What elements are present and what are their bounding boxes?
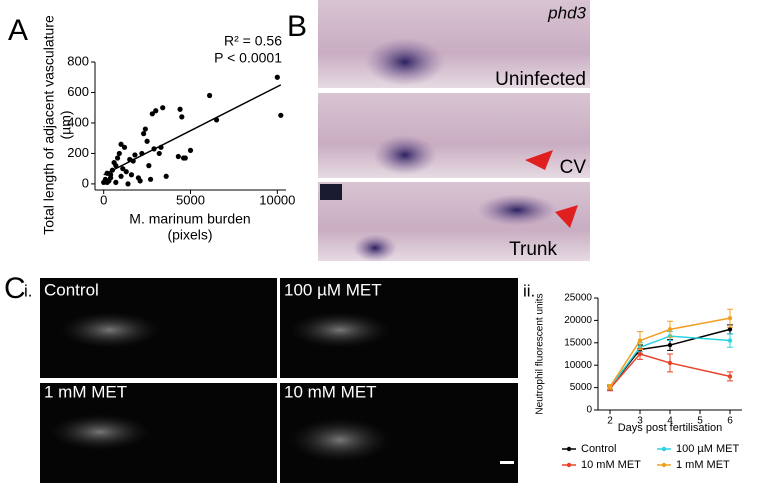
y-tick-label: 600 [67, 84, 89, 99]
point [116, 150, 122, 157]
point [177, 106, 183, 112]
fit-line [103, 84, 282, 176]
y-tick-label: 0 [586, 405, 592, 416]
y-tick-label: 5000 [570, 382, 593, 393]
point [637, 338, 643, 343]
point [207, 92, 213, 99]
x-tick-label: 4 [667, 416, 673, 427]
panel-label: ii. [523, 281, 535, 300]
panel-label: B [287, 10, 307, 43]
point [142, 126, 148, 132]
y-tick-label: 400 [67, 114, 89, 129]
point [727, 327, 733, 332]
annotation: R² = 0.56 [224, 33, 282, 49]
point [163, 173, 169, 179]
y-tick-label: 15000 [564, 337, 592, 348]
image-label: 1 mM MET [44, 382, 127, 401]
x-tick-label: 5000 [176, 192, 205, 207]
point [607, 384, 613, 389]
point [153, 108, 159, 114]
point [147, 176, 154, 182]
image-label: CV [560, 157, 587, 178]
image-label: Control [44, 280, 99, 299]
y-tick-label: 20000 [564, 315, 592, 326]
point [120, 166, 126, 172]
image-title: phd3 [547, 3, 586, 22]
point [113, 179, 119, 185]
y-tick-label: 10000 [564, 360, 592, 371]
point [137, 178, 143, 184]
x-tick-label: 0 [100, 192, 107, 207]
x-axis-label: Days post fertilisation [618, 422, 723, 434]
x-tick-label: 5 [697, 416, 703, 427]
legend-label: 10 mM MET [581, 459, 641, 471]
y-tick-label: 800 [67, 53, 89, 68]
point [667, 327, 673, 332]
legend-marker [661, 462, 667, 468]
point [141, 131, 147, 137]
point [727, 374, 733, 379]
panel-label: A [8, 14, 28, 47]
y-axis-label: Neutrophil fluorescent units [535, 293, 546, 414]
point [156, 150, 162, 157]
point [727, 315, 733, 321]
x-axis-label: M. marinum burden [129, 211, 250, 227]
point [101, 179, 107, 185]
point [121, 144, 128, 150]
point [187, 147, 194, 153]
x-axis-label: (pixels) [167, 227, 212, 243]
point [667, 360, 673, 366]
y-axis-label: (µm) [58, 110, 74, 139]
point [149, 111, 155, 117]
panel-label: C [4, 272, 26, 305]
x-tick-label: 2 [607, 416, 613, 427]
series-line [609, 335, 731, 389]
point [144, 138, 150, 144]
point [278, 112, 284, 118]
point [637, 351, 643, 357]
y-tick-label: 0 [82, 175, 89, 190]
point [114, 155, 121, 161]
x-tick-label: 6 [727, 416, 733, 427]
panel-label: i. [24, 281, 33, 300]
point [132, 152, 138, 158]
legend-label: 100 µM MET [676, 443, 739, 455]
x-tick-label: 3 [637, 416, 643, 427]
panel-b-images [318, 0, 590, 262]
image-label: 100 µM MET [284, 280, 382, 299]
y-tick-label: 25000 [564, 293, 592, 304]
panel-c-images [40, 278, 518, 483]
point [123, 169, 129, 175]
legend-label: Control [581, 443, 616, 455]
legend-marker [566, 462, 572, 468]
point [274, 74, 280, 80]
point [160, 105, 166, 111]
x-tick-label: 10000 [259, 192, 295, 207]
point [118, 173, 124, 179]
legend-marker [661, 446, 667, 452]
point [125, 181, 131, 187]
image-label: Uninfected [495, 69, 586, 90]
point [727, 338, 733, 343]
series-line [609, 353, 731, 389]
point [111, 159, 117, 166]
point [118, 141, 124, 147]
point [175, 153, 181, 160]
annotation: P < 0.0001 [214, 50, 282, 66]
point [128, 172, 135, 178]
image-label: 10 mM MET [284, 382, 377, 401]
point [667, 342, 673, 348]
image-label: Trunk [509, 239, 557, 260]
point [182, 155, 188, 161]
y-axis-label: Total length of adjacent vasculature [41, 15, 57, 235]
y-tick-label: 200 [67, 145, 89, 160]
series-line [609, 317, 731, 388]
point [146, 163, 152, 169]
legend-marker [566, 446, 572, 452]
legend-label: 1 mM MET [676, 459, 730, 471]
point [179, 114, 185, 120]
